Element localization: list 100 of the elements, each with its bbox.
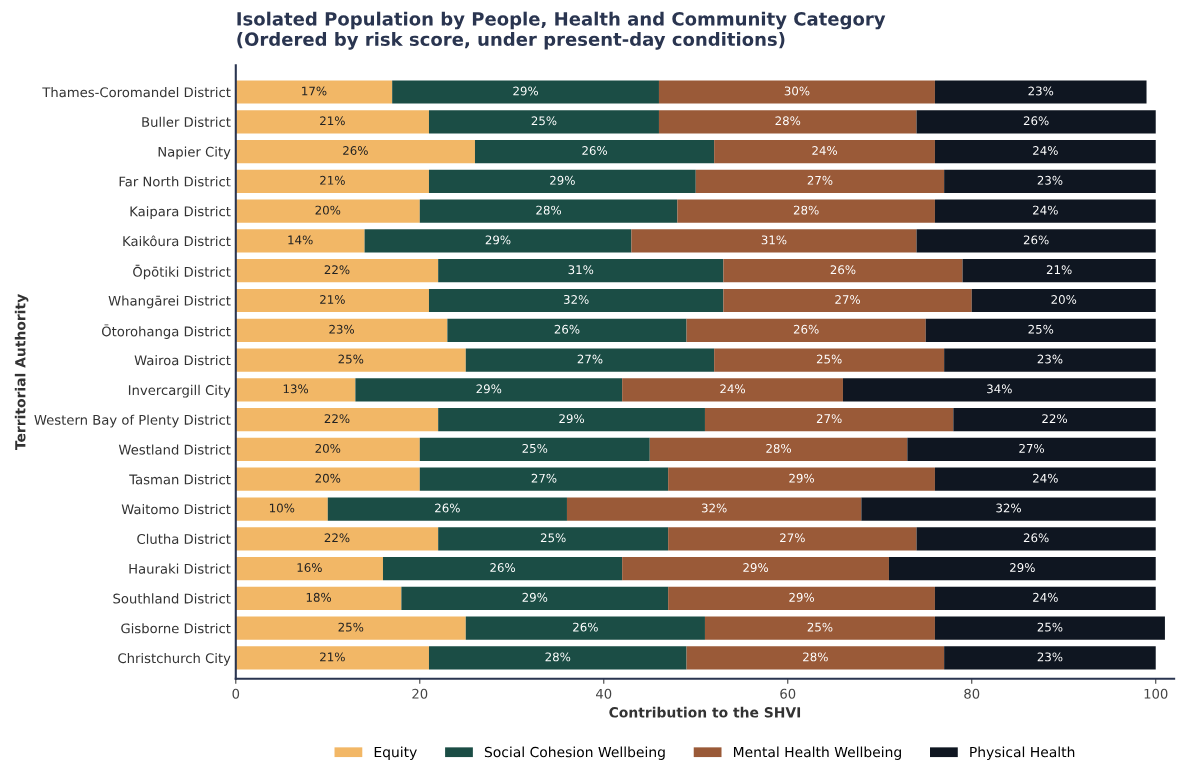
data-label: 29% xyxy=(789,473,815,483)
data-label: 26% xyxy=(435,503,460,513)
bar xyxy=(916,527,1156,551)
bar xyxy=(888,556,1156,581)
x-tick-label: 40 xyxy=(596,688,612,699)
bar xyxy=(934,199,1156,223)
y-tick-label: Westland District xyxy=(118,444,231,455)
bar xyxy=(419,199,678,223)
bar xyxy=(364,229,632,253)
data-label: 25% xyxy=(1028,324,1054,334)
data-label: 21% xyxy=(1046,265,1072,275)
data-label: 23% xyxy=(329,324,355,334)
bar xyxy=(235,169,429,193)
bar xyxy=(235,586,402,610)
bar xyxy=(622,378,843,402)
bar xyxy=(235,348,466,372)
bar xyxy=(235,318,448,342)
y-tick-label: Kaikôura District xyxy=(123,235,231,247)
y-tick-label: Invercargill City xyxy=(128,384,231,398)
data-label: 27% xyxy=(807,175,833,185)
y-tick-label: Waitomo District xyxy=(121,504,231,515)
data-label: 23% xyxy=(1037,652,1063,662)
y-tick-label: Gisborne District xyxy=(121,623,231,634)
y-tick-label: Tasman District xyxy=(129,474,231,485)
bar xyxy=(934,80,1147,104)
data-label: 30% xyxy=(784,86,810,96)
data-label: 32% xyxy=(563,295,589,304)
data-label: 29% xyxy=(559,414,585,424)
bar xyxy=(677,199,935,223)
bar xyxy=(235,139,475,164)
data-label: 28% xyxy=(536,205,562,215)
data-label: 29% xyxy=(743,563,769,573)
y-tick-label: Ōtorohanga District xyxy=(101,324,231,339)
bar xyxy=(465,616,705,640)
bar xyxy=(235,229,365,253)
x-tick-label: 60 xyxy=(780,688,796,699)
legend-label: Equity xyxy=(374,746,417,760)
bar xyxy=(447,318,687,342)
y-tick-label: Hauraki District xyxy=(129,563,231,574)
data-label: 28% xyxy=(793,205,819,215)
bar xyxy=(235,80,393,104)
data-label: 26% xyxy=(1023,533,1049,543)
data-label: 23% xyxy=(1037,354,1063,364)
bar xyxy=(944,646,1156,670)
bar xyxy=(355,378,623,402)
data-label: 21% xyxy=(320,175,345,185)
bar xyxy=(723,259,963,283)
data-label: 25% xyxy=(522,443,548,453)
data-label: 29% xyxy=(522,592,548,602)
y-tick-label: Kaipara District xyxy=(130,206,231,219)
x-tick-label: 80 xyxy=(964,688,980,699)
data-label: 10% xyxy=(269,503,295,513)
bar xyxy=(566,497,862,521)
data-label: 21% xyxy=(320,295,345,304)
x-tick-label: 0 xyxy=(232,688,240,699)
data-label: 23% xyxy=(1037,175,1063,185)
bar xyxy=(428,646,687,670)
bar xyxy=(723,288,972,313)
bar xyxy=(428,110,659,134)
bar xyxy=(934,616,1165,640)
data-label: 26% xyxy=(1023,116,1049,126)
data-label: 28% xyxy=(803,652,828,662)
x-tick-label: 20 xyxy=(412,688,428,699)
bar xyxy=(686,646,945,670)
data-label: 22% xyxy=(324,533,350,543)
bar xyxy=(428,169,696,193)
bar xyxy=(622,556,889,581)
data-label: 26% xyxy=(554,324,580,334)
bar xyxy=(438,259,724,283)
bar xyxy=(714,348,945,372)
bar xyxy=(704,616,935,640)
data-label: 25% xyxy=(1037,622,1063,632)
y-tick-label: Clutha District xyxy=(137,533,231,544)
data-label: 34% xyxy=(987,384,1012,394)
bar xyxy=(631,229,917,253)
data-label: 29% xyxy=(513,86,539,96)
data-label: 22% xyxy=(324,414,350,424)
data-label: 29% xyxy=(789,592,815,602)
data-label: 20% xyxy=(1051,295,1077,304)
data-label: 25% xyxy=(531,116,557,126)
bar xyxy=(235,646,429,670)
data-label: 31% xyxy=(568,265,594,275)
data-label: 29% xyxy=(485,235,511,245)
data-label: 25% xyxy=(807,622,833,632)
bar xyxy=(695,169,945,193)
bar xyxy=(235,497,328,521)
bar xyxy=(944,169,1156,193)
y-tick-label: Napier City xyxy=(158,146,231,160)
data-label: 27% xyxy=(577,354,603,364)
x-tick-label: 100 xyxy=(1144,688,1168,699)
data-label: 22% xyxy=(324,265,350,275)
data-label: 24% xyxy=(1033,592,1058,602)
bar xyxy=(235,437,420,462)
bar xyxy=(658,110,917,134)
data-label: 24% xyxy=(1033,473,1058,483)
y-tick-label: Wairoa District xyxy=(134,355,231,366)
data-label: 24% xyxy=(812,146,838,155)
data-label: 24% xyxy=(720,384,746,394)
y-tick-label: Buller District xyxy=(142,116,231,127)
data-label: 31% xyxy=(761,235,787,245)
